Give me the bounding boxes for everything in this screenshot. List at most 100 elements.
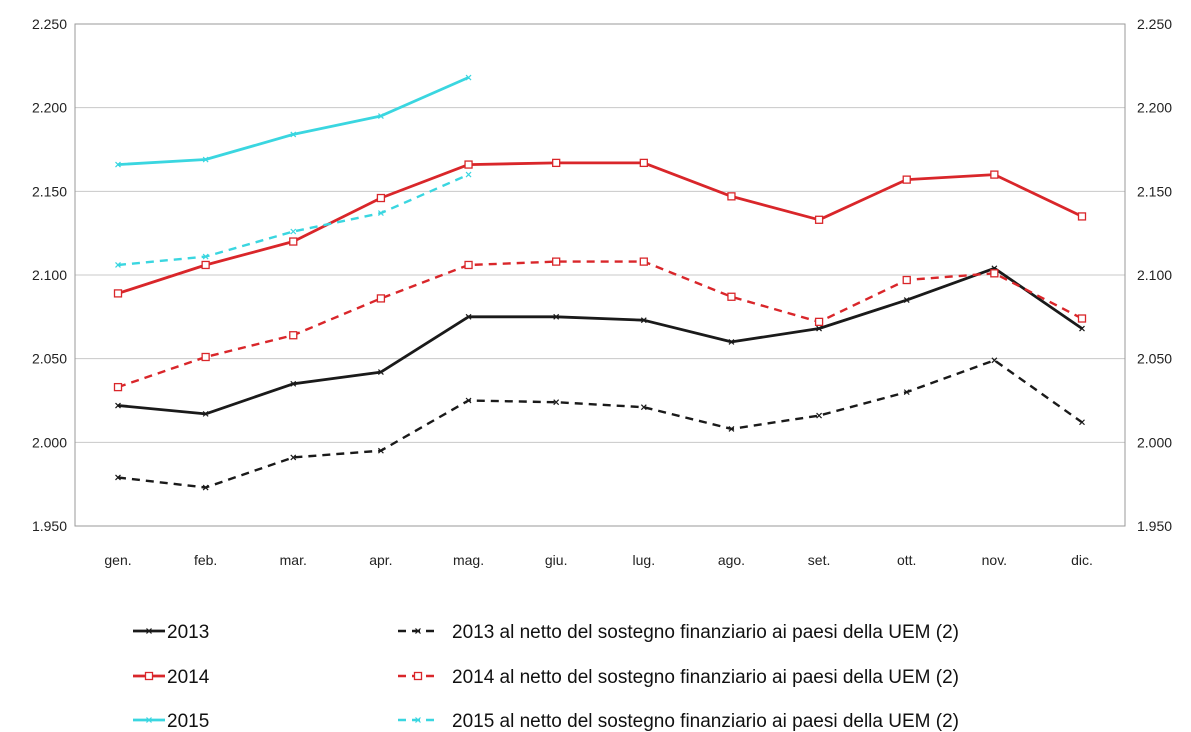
legend-label: 2015: [167, 711, 209, 732]
data-point: [814, 215, 824, 224]
x-tick-label: dic.: [1071, 552, 1093, 568]
data-point: [465, 313, 472, 320]
x-tick-label: set.: [808, 552, 831, 568]
data-point: [465, 397, 472, 404]
y-tick-label-left: 2.000: [32, 434, 67, 450]
x-tick-label: feb.: [194, 552, 217, 568]
x-tick-label: giu.: [545, 552, 568, 568]
data-point: [552, 158, 561, 168]
series-3: [115, 74, 472, 168]
legend-entry: 2014: [133, 667, 210, 688]
data-point: [902, 275, 911, 285]
y-tick-label-right: 2.000: [1137, 434, 1172, 450]
x-tick-label: apr.: [369, 552, 392, 568]
data-point: [991, 357, 998, 364]
legend-entry: 2015 al netto del sostegno finanziario a…: [398, 711, 959, 732]
x-tick-label: ago.: [718, 552, 745, 568]
data-point: [290, 380, 297, 387]
data-point: [415, 717, 421, 723]
data-point: [377, 447, 384, 454]
data-point: [376, 294, 386, 303]
y-tick-label-right: 2.100: [1137, 267, 1172, 283]
x-tick-label: ott.: [897, 552, 916, 568]
data-point: [413, 671, 423, 681]
x-tick-label: mar.: [280, 552, 307, 568]
legend-label: 2013: [167, 622, 209, 643]
data-point: [903, 389, 910, 396]
series-line: [117, 260, 1083, 389]
legend-label: 2014: [167, 667, 210, 688]
data-point: [376, 193, 386, 203]
data-point: [113, 382, 123, 392]
data-point: [727, 192, 736, 201]
legend-entry: 2014 al netto del sostegno finanziario a…: [398, 667, 959, 688]
data-point: [115, 474, 121, 481]
y-tick-label-left: 2.200: [32, 100, 67, 116]
y-tick-label-left: 2.050: [32, 351, 67, 367]
data-point: [902, 175, 911, 184]
data-point: [144, 671, 154, 681]
series-line: [117, 173, 469, 267]
legend-entry: 2013: [133, 622, 209, 643]
series-6: [115, 171, 472, 268]
data-point: [728, 339, 735, 345]
data-point: [115, 262, 121, 268]
data-point: [816, 412, 823, 419]
data-point: [903, 297, 910, 304]
data-point: [202, 253, 209, 260]
data-point: [290, 454, 297, 461]
series-group: [113, 74, 1087, 491]
data-point: [640, 404, 647, 411]
data-point: [465, 74, 472, 81]
y-axis-left: 1.950 2.000 2.050 2.100 2.150 2.200 2.250: [32, 16, 67, 534]
legend-entry: 2013 al netto del sostegno finanziario a…: [398, 622, 959, 643]
data-point: [553, 399, 560, 406]
data-point: [115, 161, 121, 168]
x-tick-label: lug.: [633, 552, 656, 568]
x-tick-label: mag.: [453, 552, 484, 568]
y-tick-label-left: 2.250: [32, 16, 67, 32]
data-point: [202, 410, 209, 417]
gridlines: [75, 23, 1125, 527]
data-point: [146, 628, 152, 634]
y-tick-label-right: 2.250: [1137, 16, 1172, 32]
data-point: [464, 260, 473, 270]
data-point: [990, 269, 999, 278]
x-axis: gen. feb. mar. apr. mag. giu. lug. ago. set. ott.…: [104, 552, 1093, 568]
data-point: [115, 402, 121, 409]
x-tick-label: nov.: [982, 552, 1007, 568]
data-point: [377, 210, 384, 217]
y-tick-label-right: 1.950: [1137, 518, 1172, 534]
data-point: [727, 292, 736, 301]
legend-label: 2015 al netto del sostegno finanziario a…: [452, 711, 959, 732]
data-point: [290, 228, 297, 235]
y-tick-label-left: 2.100: [32, 267, 67, 283]
series-line: [117, 359, 1083, 489]
data-point: [1077, 314, 1087, 323]
y-axis-right: 1.950 2.000 2.050 2.100 2.150 2.200 2.250: [1137, 16, 1172, 534]
data-point: [289, 331, 298, 340]
plot-area-border: [74, 23, 1126, 527]
legend-label: 2013 al netto del sostegno finanziario a…: [452, 622, 959, 643]
legend-entry: 2015: [133, 711, 209, 732]
data-point: [1079, 325, 1085, 332]
series-5: [113, 257, 1087, 392]
y-tick-label-left: 1.950: [32, 518, 67, 534]
data-point: [465, 171, 472, 178]
legend-label: 2014 al netto del sostegno finanziario a…: [452, 667, 959, 688]
data-point: [377, 369, 384, 375]
legend: 2013 2014 2015 2013 al netto del sostegno f…: [133, 622, 959, 732]
data-point: [202, 484, 209, 491]
y-tick-label-left: 2.150: [32, 183, 67, 199]
data-point: [552, 257, 561, 266]
data-point: [639, 257, 648, 266]
y-tick-label-right: 2.150: [1137, 183, 1172, 199]
data-point: [464, 160, 473, 169]
series-4: [115, 357, 1085, 491]
data-point: [289, 237, 298, 246]
y-tick-label-right: 2.200: [1137, 100, 1172, 116]
data-point: [553, 313, 560, 320]
data-point: [639, 158, 648, 168]
data-point: [990, 170, 999, 179]
